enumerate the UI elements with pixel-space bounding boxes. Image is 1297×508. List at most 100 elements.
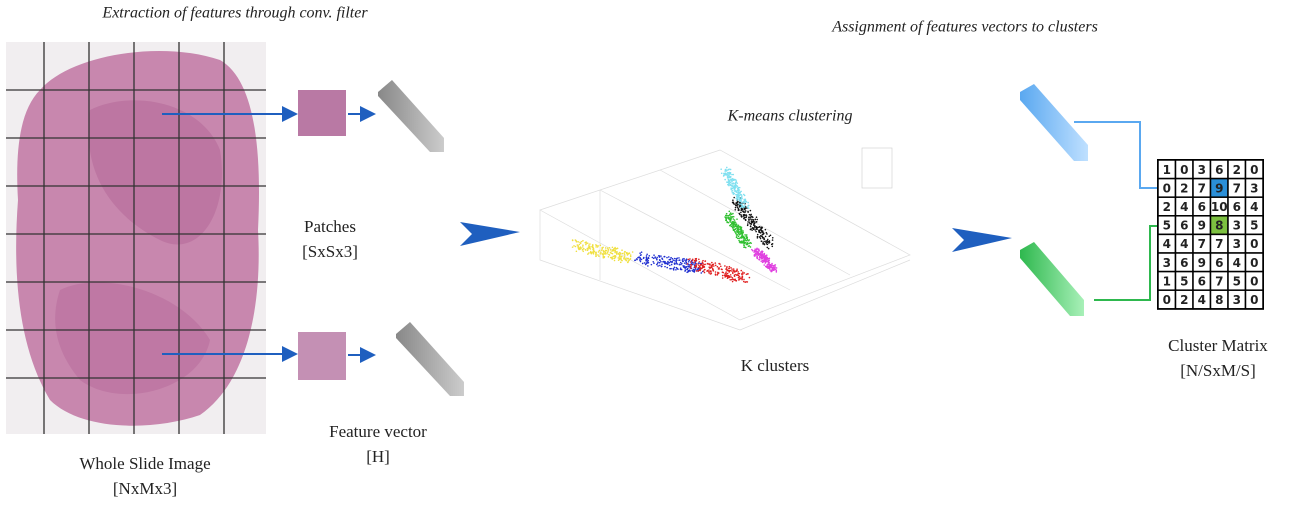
- scatter-dot: [738, 203, 740, 205]
- scatter-dot: [729, 277, 731, 279]
- scatter-dot: [710, 267, 712, 269]
- scatter-dot: [735, 224, 737, 226]
- scatter-dot: [734, 231, 736, 233]
- scatter-dot: [711, 262, 713, 264]
- scatter-dot: [762, 251, 764, 253]
- scatter-dot: [736, 270, 738, 272]
- scatter-dot: [747, 225, 749, 227]
- scatter-dot: [758, 248, 760, 250]
- scatter-dot: [746, 274, 748, 276]
- scatter-dot: [691, 270, 693, 272]
- scatter-dot: [653, 254, 655, 256]
- scatter-dot: [646, 262, 648, 264]
- scatter-dot: [656, 259, 658, 261]
- scatter-dot: [621, 249, 623, 251]
- scatter-dot: [596, 245, 598, 247]
- matrix-value: 5: [1233, 274, 1241, 288]
- scatter-dot: [680, 262, 682, 264]
- scatter-dot: [772, 239, 774, 241]
- scatter-dot: [585, 244, 587, 246]
- scatter-dot: [745, 210, 747, 212]
- scatter-dot: [730, 169, 732, 171]
- scatter-dot: [620, 252, 622, 254]
- scatter-dot: [679, 264, 681, 266]
- scatter-dot: [741, 240, 743, 242]
- scatter-dot: [750, 225, 752, 227]
- scatter-dot: [746, 237, 748, 239]
- scatter-dot: [728, 271, 730, 273]
- scatter-dot: [736, 218, 738, 220]
- feature-bar: [378, 80, 444, 152]
- scatter-dot: [573, 245, 575, 247]
- scatter-dot: [750, 214, 752, 216]
- scatter-dot: [738, 238, 740, 240]
- matrix-value: 4: [1250, 200, 1258, 214]
- scatter-dot: [740, 212, 742, 214]
- scatter-dot: [721, 269, 723, 271]
- scatter-dot: [745, 219, 747, 221]
- scatter-dot: [738, 187, 740, 189]
- scatter-dot: [727, 172, 729, 174]
- scatter-dot: [771, 263, 773, 265]
- scatter-dot: [691, 260, 693, 262]
- scatter-dot: [592, 247, 594, 249]
- scatter-dot: [590, 252, 592, 254]
- scatter-dot: [738, 240, 740, 242]
- scatter-dot: [594, 251, 596, 253]
- matrix-value: 6: [1233, 200, 1241, 214]
- scatter-dot: [601, 253, 603, 255]
- scatter-dot: [732, 213, 734, 215]
- scatter-dot: [746, 234, 748, 236]
- scatter-dot: [770, 235, 772, 237]
- scatter-dot: [726, 269, 728, 271]
- scatter-dot: [661, 264, 663, 266]
- scatter-dot: [722, 275, 724, 277]
- scatter-dot: [751, 219, 753, 221]
- scatter-dot: [664, 256, 666, 258]
- scatter-dot: [693, 262, 695, 264]
- scatter-dot: [585, 249, 587, 251]
- scatter-dot: [743, 241, 745, 243]
- feature-dims: [H]: [366, 447, 390, 466]
- scatter-dot: [729, 220, 731, 222]
- scatter-dot: [674, 262, 676, 264]
- scatter-dot: [713, 263, 715, 265]
- scatter-dot: [580, 243, 582, 245]
- scatter-dot: [738, 228, 740, 230]
- scatter-dot: [671, 261, 673, 263]
- scatter-dot: [737, 271, 739, 273]
- scatter-dot: [719, 263, 721, 265]
- scatter-dot: [622, 253, 624, 255]
- scatter-dot: [732, 199, 734, 201]
- scatter-dot: [735, 190, 737, 192]
- scatter-dot: [766, 254, 768, 256]
- scatter-dot: [627, 258, 629, 260]
- matrix-value: 0: [1250, 274, 1258, 288]
- scatter-dot: [628, 253, 630, 255]
- scatter-dot: [609, 254, 611, 256]
- scatter-dot: [728, 169, 730, 171]
- scatter-dot: [772, 267, 774, 269]
- scatter-dot: [615, 255, 617, 257]
- scatter-dot: [754, 226, 756, 228]
- scatter-dot: [686, 258, 688, 260]
- scatter-dot: [687, 263, 689, 265]
- scatter-dot: [582, 249, 584, 251]
- scatter-dot: [741, 216, 743, 218]
- scatter-dot: [610, 257, 612, 259]
- scatter-dot: [733, 228, 735, 230]
- matrix-value: 6: [1215, 256, 1223, 270]
- scatter-dot: [698, 258, 700, 260]
- scatter-dot: [676, 257, 678, 259]
- scatter-dot: [684, 270, 686, 272]
- scatter-dot: [733, 218, 735, 220]
- matrix-value: 9: [1198, 219, 1206, 233]
- scatter-dot: [704, 264, 706, 266]
- matrix-value: 4: [1163, 237, 1171, 251]
- cluster-matrix: 1036200279732461064569835447730369640156…: [1158, 160, 1263, 309]
- scatter-dot: [648, 262, 650, 264]
- scatter-dot: [742, 236, 744, 238]
- scatter-dot: [670, 268, 672, 270]
- scatter-dot: [734, 188, 736, 190]
- scatter-dot: [630, 258, 632, 260]
